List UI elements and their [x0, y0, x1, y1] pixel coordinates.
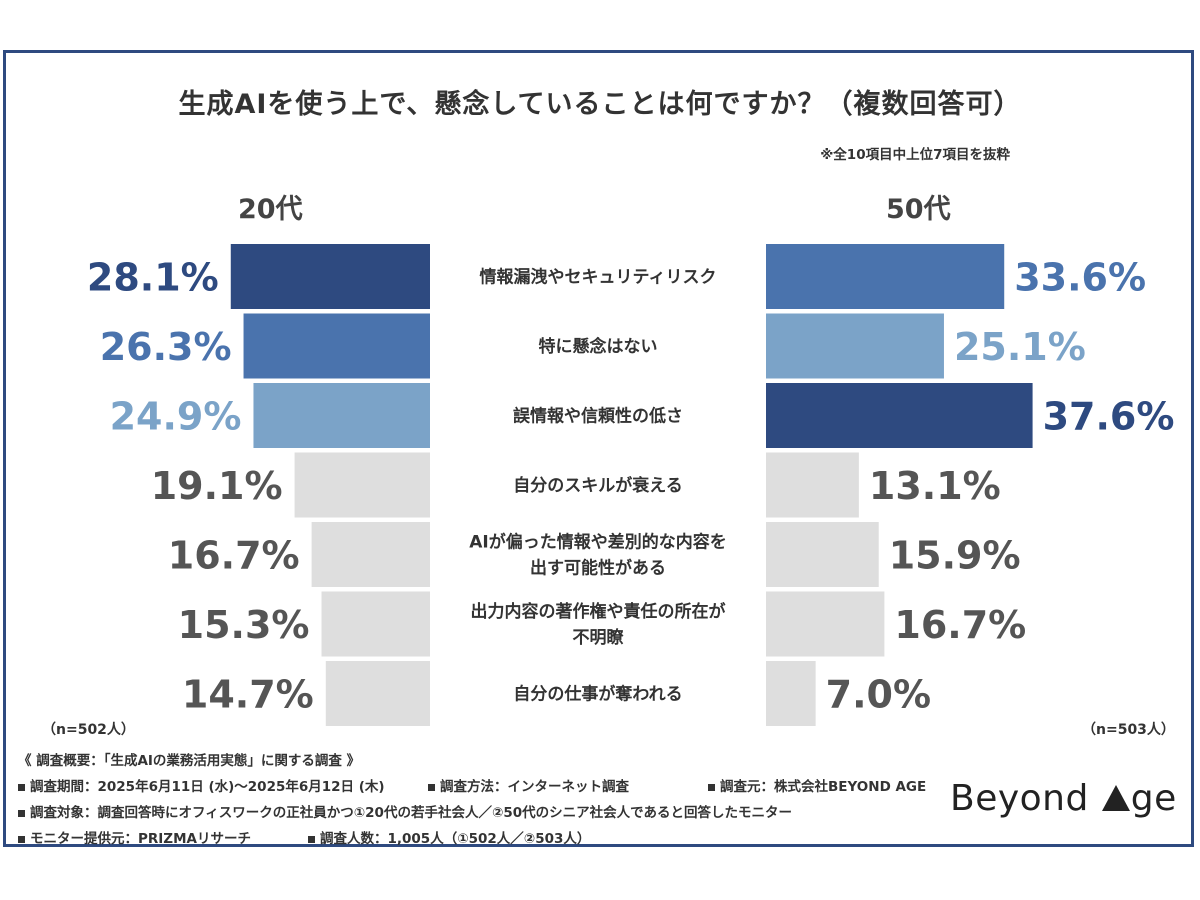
- left-value-label: 26.3%: [100, 325, 232, 369]
- left-bar: [321, 591, 430, 657]
- category-label: 出力内容の著作権や責任の所在が: [471, 601, 726, 622]
- triangle-a-icon: [1101, 785, 1130, 811]
- bullet-square-icon: [428, 783, 435, 791]
- survey-target: 調査対象：調査回答時にオフィスワークの正社員かつ①20代の若手社会人／②50代の…: [30, 805, 793, 821]
- right-value-label: 13.1%: [869, 464, 1001, 508]
- right-sample-size: （n=503人）: [1082, 722, 1175, 738]
- left-bar: [253, 383, 430, 448]
- survey-count: 調査人数：1,005人（①502人／②503人）: [320, 831, 591, 847]
- right-value-label: 15.9%: [889, 534, 1021, 578]
- survey-method: 調査方法：インターネット調査: [440, 779, 629, 795]
- left-value-label: 19.1%: [151, 464, 283, 508]
- left-group-label: 20代: [238, 194, 303, 225]
- survey-heading-text: 《 調査概要：「生成AIの業務活用実態」に関する調査 》: [18, 753, 361, 769]
- category-label: 自分のスキルが衰える: [513, 475, 683, 496]
- right-value-label: 16.7%: [894, 603, 1026, 647]
- left-value-label: 15.3%: [178, 603, 310, 647]
- left-bar: [243, 313, 430, 379]
- category-label: 出す可能性がある: [530, 558, 666, 579]
- left-value-label: 24.9%: [110, 395, 242, 439]
- right-bar: [766, 452, 859, 518]
- bullet-square-icon: [18, 783, 25, 791]
- bullet-square-icon: [708, 783, 715, 791]
- extract-note: ※全10項目中上位7項目を抜粋: [820, 147, 1010, 163]
- right-bar: [766, 522, 879, 587]
- category-label: 特に懸念はない: [539, 336, 658, 357]
- left-value-label: 14.7%: [182, 673, 314, 717]
- bullet-square-icon: [18, 809, 25, 817]
- chart-frame: [3, 50, 1194, 847]
- category-label: AIが偏った情報や差別的な内容を: [469, 532, 726, 553]
- right-bar: [766, 383, 1033, 448]
- right-value-label: 7.0%: [826, 673, 931, 717]
- category-label: 不明瞭: [573, 627, 625, 648]
- survey-period: 調査期間：2025年6月11日 (水)～2025年6月12日 (木): [30, 779, 385, 795]
- right-bar: [766, 313, 944, 379]
- category-label: 誤情報や信頼性の低さ: [513, 406, 683, 427]
- right-bar: [766, 591, 885, 657]
- bullet-square-icon: [308, 835, 315, 843]
- survey-provider: モニター提供元：PRIZMAリサーチ: [30, 831, 251, 847]
- logo-word-ge: ge: [1130, 778, 1177, 819]
- bullet-square-icon: [18, 835, 25, 843]
- left-value-label: 28.1%: [87, 256, 219, 300]
- right-bar: [766, 244, 1005, 309]
- left-bar: [311, 522, 430, 587]
- chart-title: 生成AIを使う上で、懸念していることは何ですか？（複数回答可）: [178, 89, 1022, 120]
- right-value-label: 25.1%: [954, 325, 1086, 369]
- left-bar: [230, 244, 430, 309]
- right-value-label: 33.6%: [1014, 256, 1146, 300]
- category-label: 情報漏洩やセキュリティリスク: [480, 267, 717, 288]
- category-label: 自分の仕事が奪われる: [513, 684, 682, 705]
- left-bar: [325, 661, 430, 726]
- beyond-age-logo: Beyond ge: [950, 778, 1177, 819]
- left-sample-size: （n=502人）: [42, 722, 135, 738]
- left-bar: [294, 452, 430, 518]
- right-value-label: 37.6%: [1043, 395, 1175, 439]
- left-value-label: 16.7%: [168, 534, 300, 578]
- right-bar: [766, 661, 816, 726]
- right-group-label: 50代: [886, 194, 951, 225]
- logo-word-beyond: Beyond: [950, 778, 1089, 819]
- survey-source: 調査元：株式会社BEYOND AGE: [720, 779, 927, 795]
